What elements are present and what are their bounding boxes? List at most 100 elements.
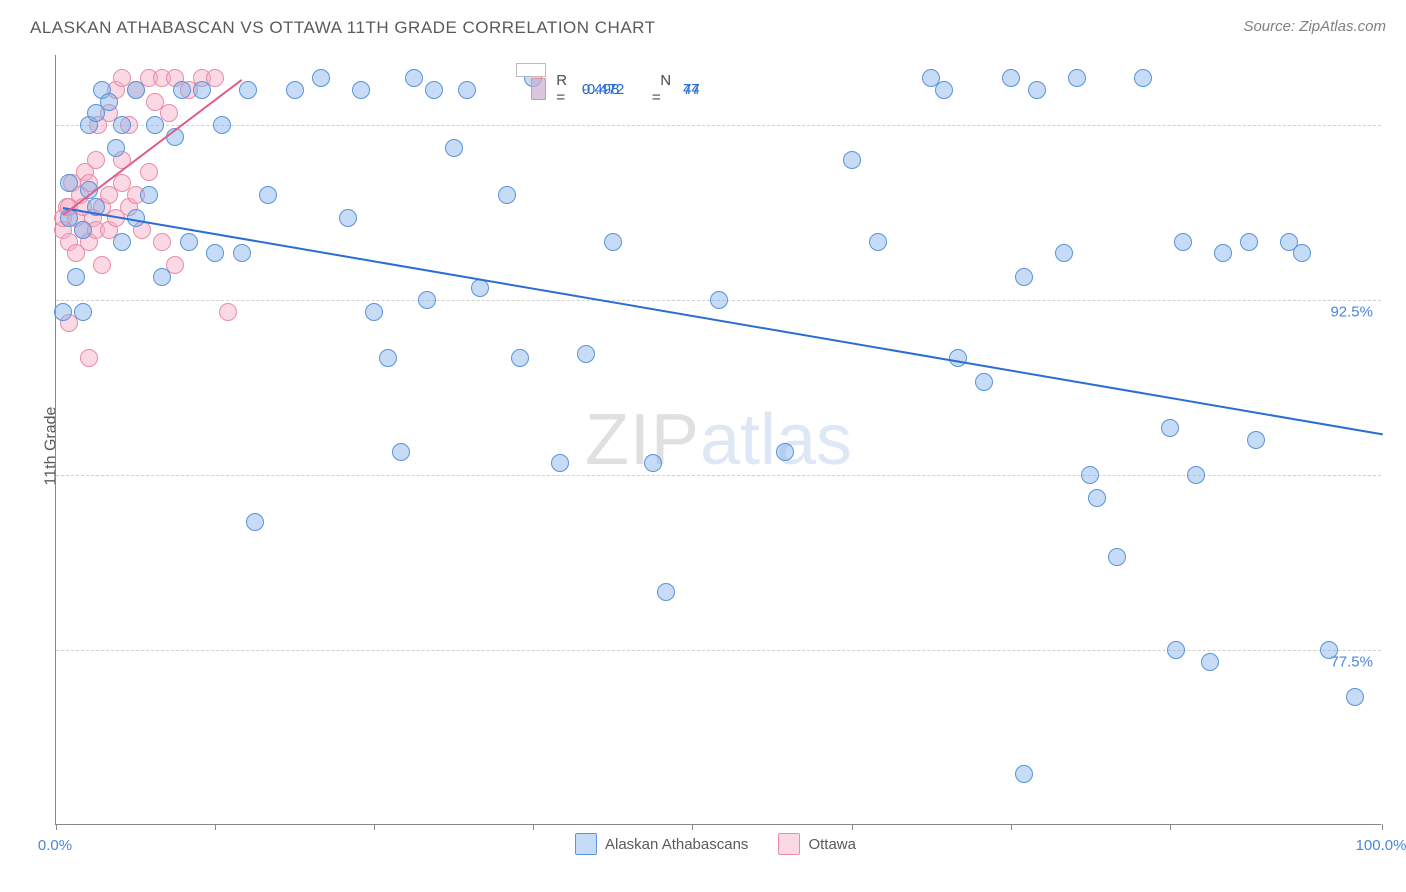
chart-title: ALASKAN ATHABASCAN VS OTTAWA 11TH GRADE … <box>30 18 656 38</box>
legend-r-label: R = <box>556 72 572 106</box>
gridline <box>56 125 1381 126</box>
scatter-point <box>246 513 264 531</box>
scatter-point <box>445 139 463 157</box>
legend-r-value: 0.498 <box>582 81 642 98</box>
scatter-point <box>471 279 489 297</box>
scatter-point <box>312 69 330 87</box>
scatter-point <box>1088 489 1106 507</box>
scatter-point <box>239 81 257 99</box>
y-tick-label: 92.5% <box>1330 304 1373 321</box>
series-legend-item: Ottawa <box>778 833 856 855</box>
scatter-point <box>259 186 277 204</box>
legend-stats: R = -0.472 N = 74R = 0.498 N = 47 <box>516 63 546 77</box>
watermark: ZIPatlas <box>585 399 852 481</box>
scatter-point <box>365 303 383 321</box>
scatter-point <box>93 256 111 274</box>
scatter-point <box>498 186 516 204</box>
scatter-point <box>1320 641 1338 659</box>
scatter-point <box>153 268 171 286</box>
scatter-point <box>193 81 211 99</box>
scatter-point <box>418 291 436 309</box>
scatter-point <box>458 81 476 99</box>
scatter-point <box>113 233 131 251</box>
scatter-point <box>551 454 569 472</box>
scatter-point <box>843 151 861 169</box>
scatter-point <box>975 373 993 391</box>
scatter-point <box>776 443 794 461</box>
x-tick <box>852 824 853 830</box>
scatter-point <box>405 69 423 87</box>
scatter-point <box>1134 69 1152 87</box>
scatter-point <box>74 303 92 321</box>
legend-stats-row: R = 0.498 N = 47 <box>531 72 700 106</box>
watermark-atlas: atlas <box>700 400 852 480</box>
scatter-point <box>1201 653 1219 671</box>
x-tick <box>374 824 375 830</box>
series-legend-item: Alaskan Athabascans <box>575 833 748 855</box>
scatter-point <box>100 93 118 111</box>
scatter-point <box>173 81 191 99</box>
scatter-point <box>949 349 967 367</box>
scatter-point <box>1015 765 1033 783</box>
scatter-point <box>379 349 397 367</box>
legend-n-value: 47 <box>683 81 700 98</box>
watermark-zip: ZIP <box>585 400 700 480</box>
scatter-point <box>140 163 158 181</box>
scatter-point <box>80 349 98 367</box>
scatter-point <box>1174 233 1192 251</box>
scatter-point <box>127 81 145 99</box>
scatter-point <box>233 244 251 262</box>
scatter-point <box>710 291 728 309</box>
x-tick <box>1170 824 1171 830</box>
scatter-point <box>1015 268 1033 286</box>
scatter-point <box>180 233 198 251</box>
scatter-point <box>153 233 171 251</box>
scatter-point <box>286 81 304 99</box>
plot-area: ZIPatlas 77.5% 92.5% R = -0.472 N = 74R = … <box>55 55 1381 825</box>
series-name: Ottawa <box>808 836 856 853</box>
scatter-point <box>146 116 164 134</box>
scatter-point <box>339 209 357 227</box>
scatter-point <box>644 454 662 472</box>
scatter-point <box>577 345 595 363</box>
scatter-point <box>935 81 953 99</box>
scatter-point <box>1068 69 1086 87</box>
scatter-point <box>74 221 92 239</box>
x-tick <box>1382 824 1383 830</box>
legend-swatch <box>531 78 546 100</box>
scatter-point <box>604 233 622 251</box>
scatter-point <box>60 174 78 192</box>
scatter-point <box>140 186 158 204</box>
scatter-point <box>1081 466 1099 484</box>
scatter-point <box>657 583 675 601</box>
x-tick <box>215 824 216 830</box>
legend-swatch <box>575 833 597 855</box>
x-tick-label: 0.0% <box>38 837 72 854</box>
scatter-point <box>1028 81 1046 99</box>
scatter-point <box>54 303 72 321</box>
series-legend: Alaskan Athabascans Ottawa <box>575 833 856 855</box>
scatter-point <box>425 81 443 99</box>
scatter-point <box>1108 548 1126 566</box>
scatter-point <box>1161 419 1179 437</box>
scatter-point <box>113 116 131 134</box>
scatter-point <box>87 151 105 169</box>
scatter-point <box>1240 233 1258 251</box>
scatter-point <box>392 443 410 461</box>
x-tick <box>692 824 693 830</box>
scatter-point <box>213 116 231 134</box>
scatter-point <box>869 233 887 251</box>
source-attribution: Source: ZipAtlas.com <box>1243 18 1386 35</box>
legend-n-label: N = <box>652 72 673 106</box>
legend-swatch <box>778 833 800 855</box>
x-tick-label: 100.0% <box>1356 837 1406 854</box>
scatter-point <box>1214 244 1232 262</box>
x-tick <box>1011 824 1012 830</box>
scatter-point <box>206 244 224 262</box>
x-tick <box>533 824 534 830</box>
scatter-point <box>219 303 237 321</box>
y-tick-label: 77.5% <box>1330 654 1373 671</box>
scatter-point <box>352 81 370 99</box>
gridline <box>56 475 1381 476</box>
x-tick <box>56 824 57 830</box>
